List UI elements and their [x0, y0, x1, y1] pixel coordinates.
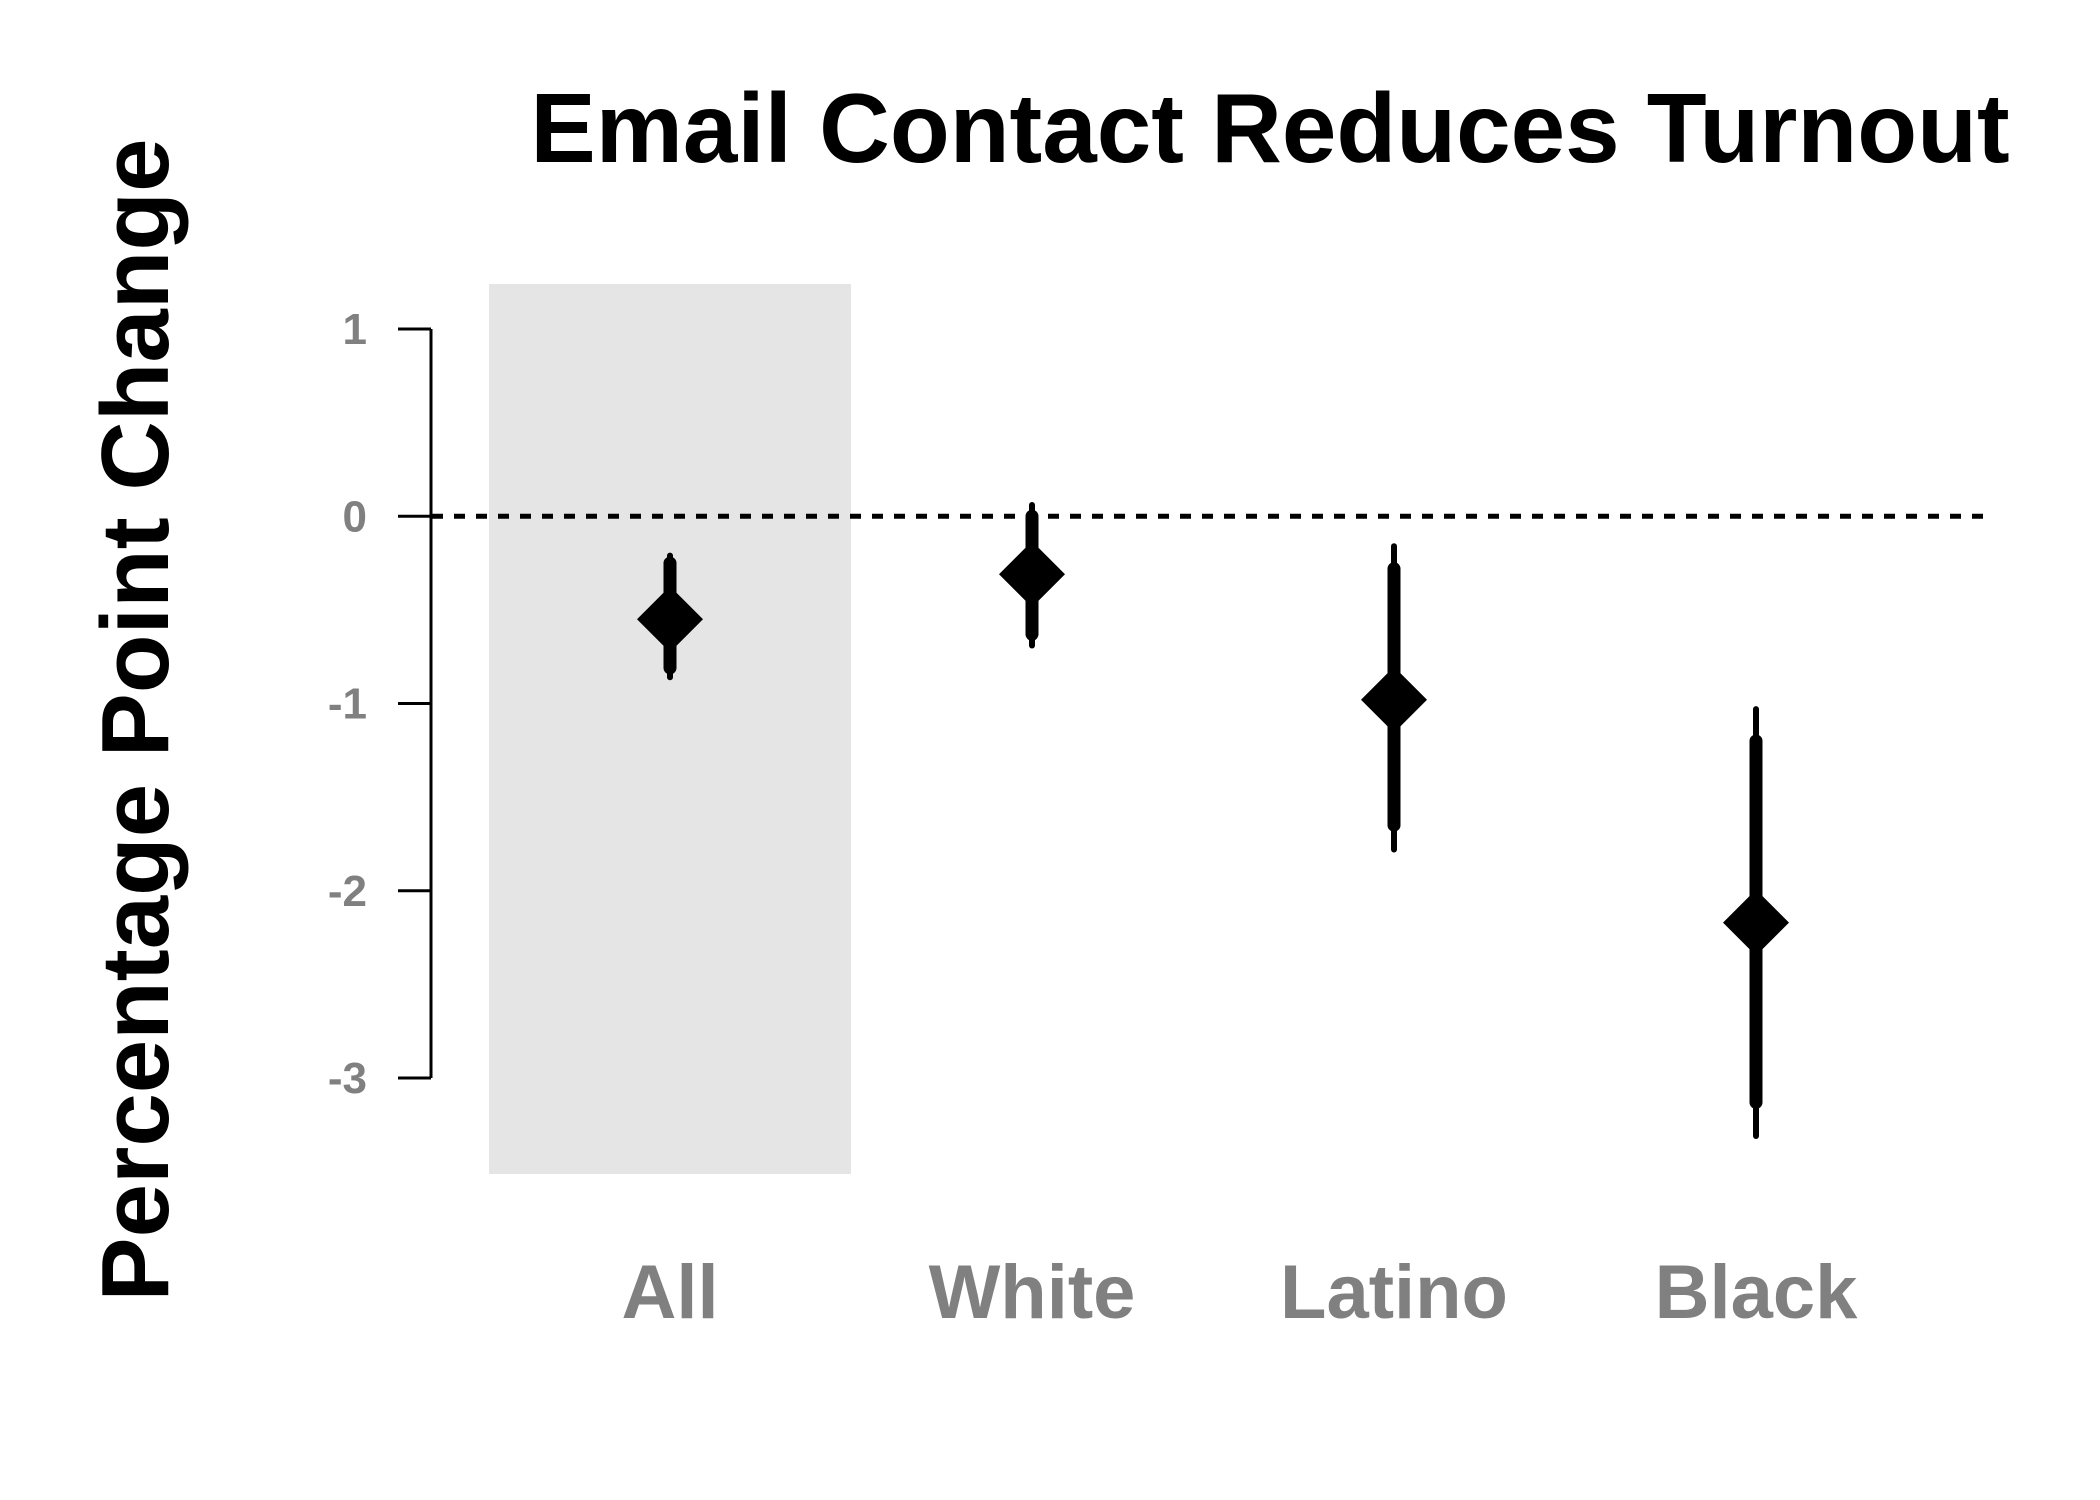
y-tick-label: -2: [328, 867, 367, 916]
estimate-point-white: [999, 541, 1065, 608]
y-axis: 1 0 -1 -2 -3: [328, 305, 433, 1103]
chart-title: Email Contact Reduces Turnout: [530, 73, 2009, 183]
estimate-point-latino: [1361, 666, 1427, 733]
y-tick-label: -3: [328, 1054, 367, 1103]
highlight-band-layer: [489, 284, 851, 1174]
x-tick-label-white: White: [929, 1250, 1136, 1335]
x-tick-label-black: Black: [1655, 1250, 1859, 1335]
x-tick-label-all: All: [621, 1250, 718, 1335]
y-tick-label: 0: [343, 492, 367, 541]
x-tick-labels: All White Latino Black: [621, 1250, 1858, 1335]
y-tick-label: -1: [328, 680, 367, 729]
x-tick-label-latino: Latino: [1280, 1250, 1508, 1335]
y-tick-label: 1: [343, 305, 367, 354]
estimate-point-all: [637, 586, 703, 653]
data-marks: [637, 502, 1789, 1140]
highlight-band: [489, 284, 851, 1174]
y-axis-label: Percentage Point Change: [82, 139, 189, 1302]
estimate-point-black: [1723, 889, 1789, 956]
